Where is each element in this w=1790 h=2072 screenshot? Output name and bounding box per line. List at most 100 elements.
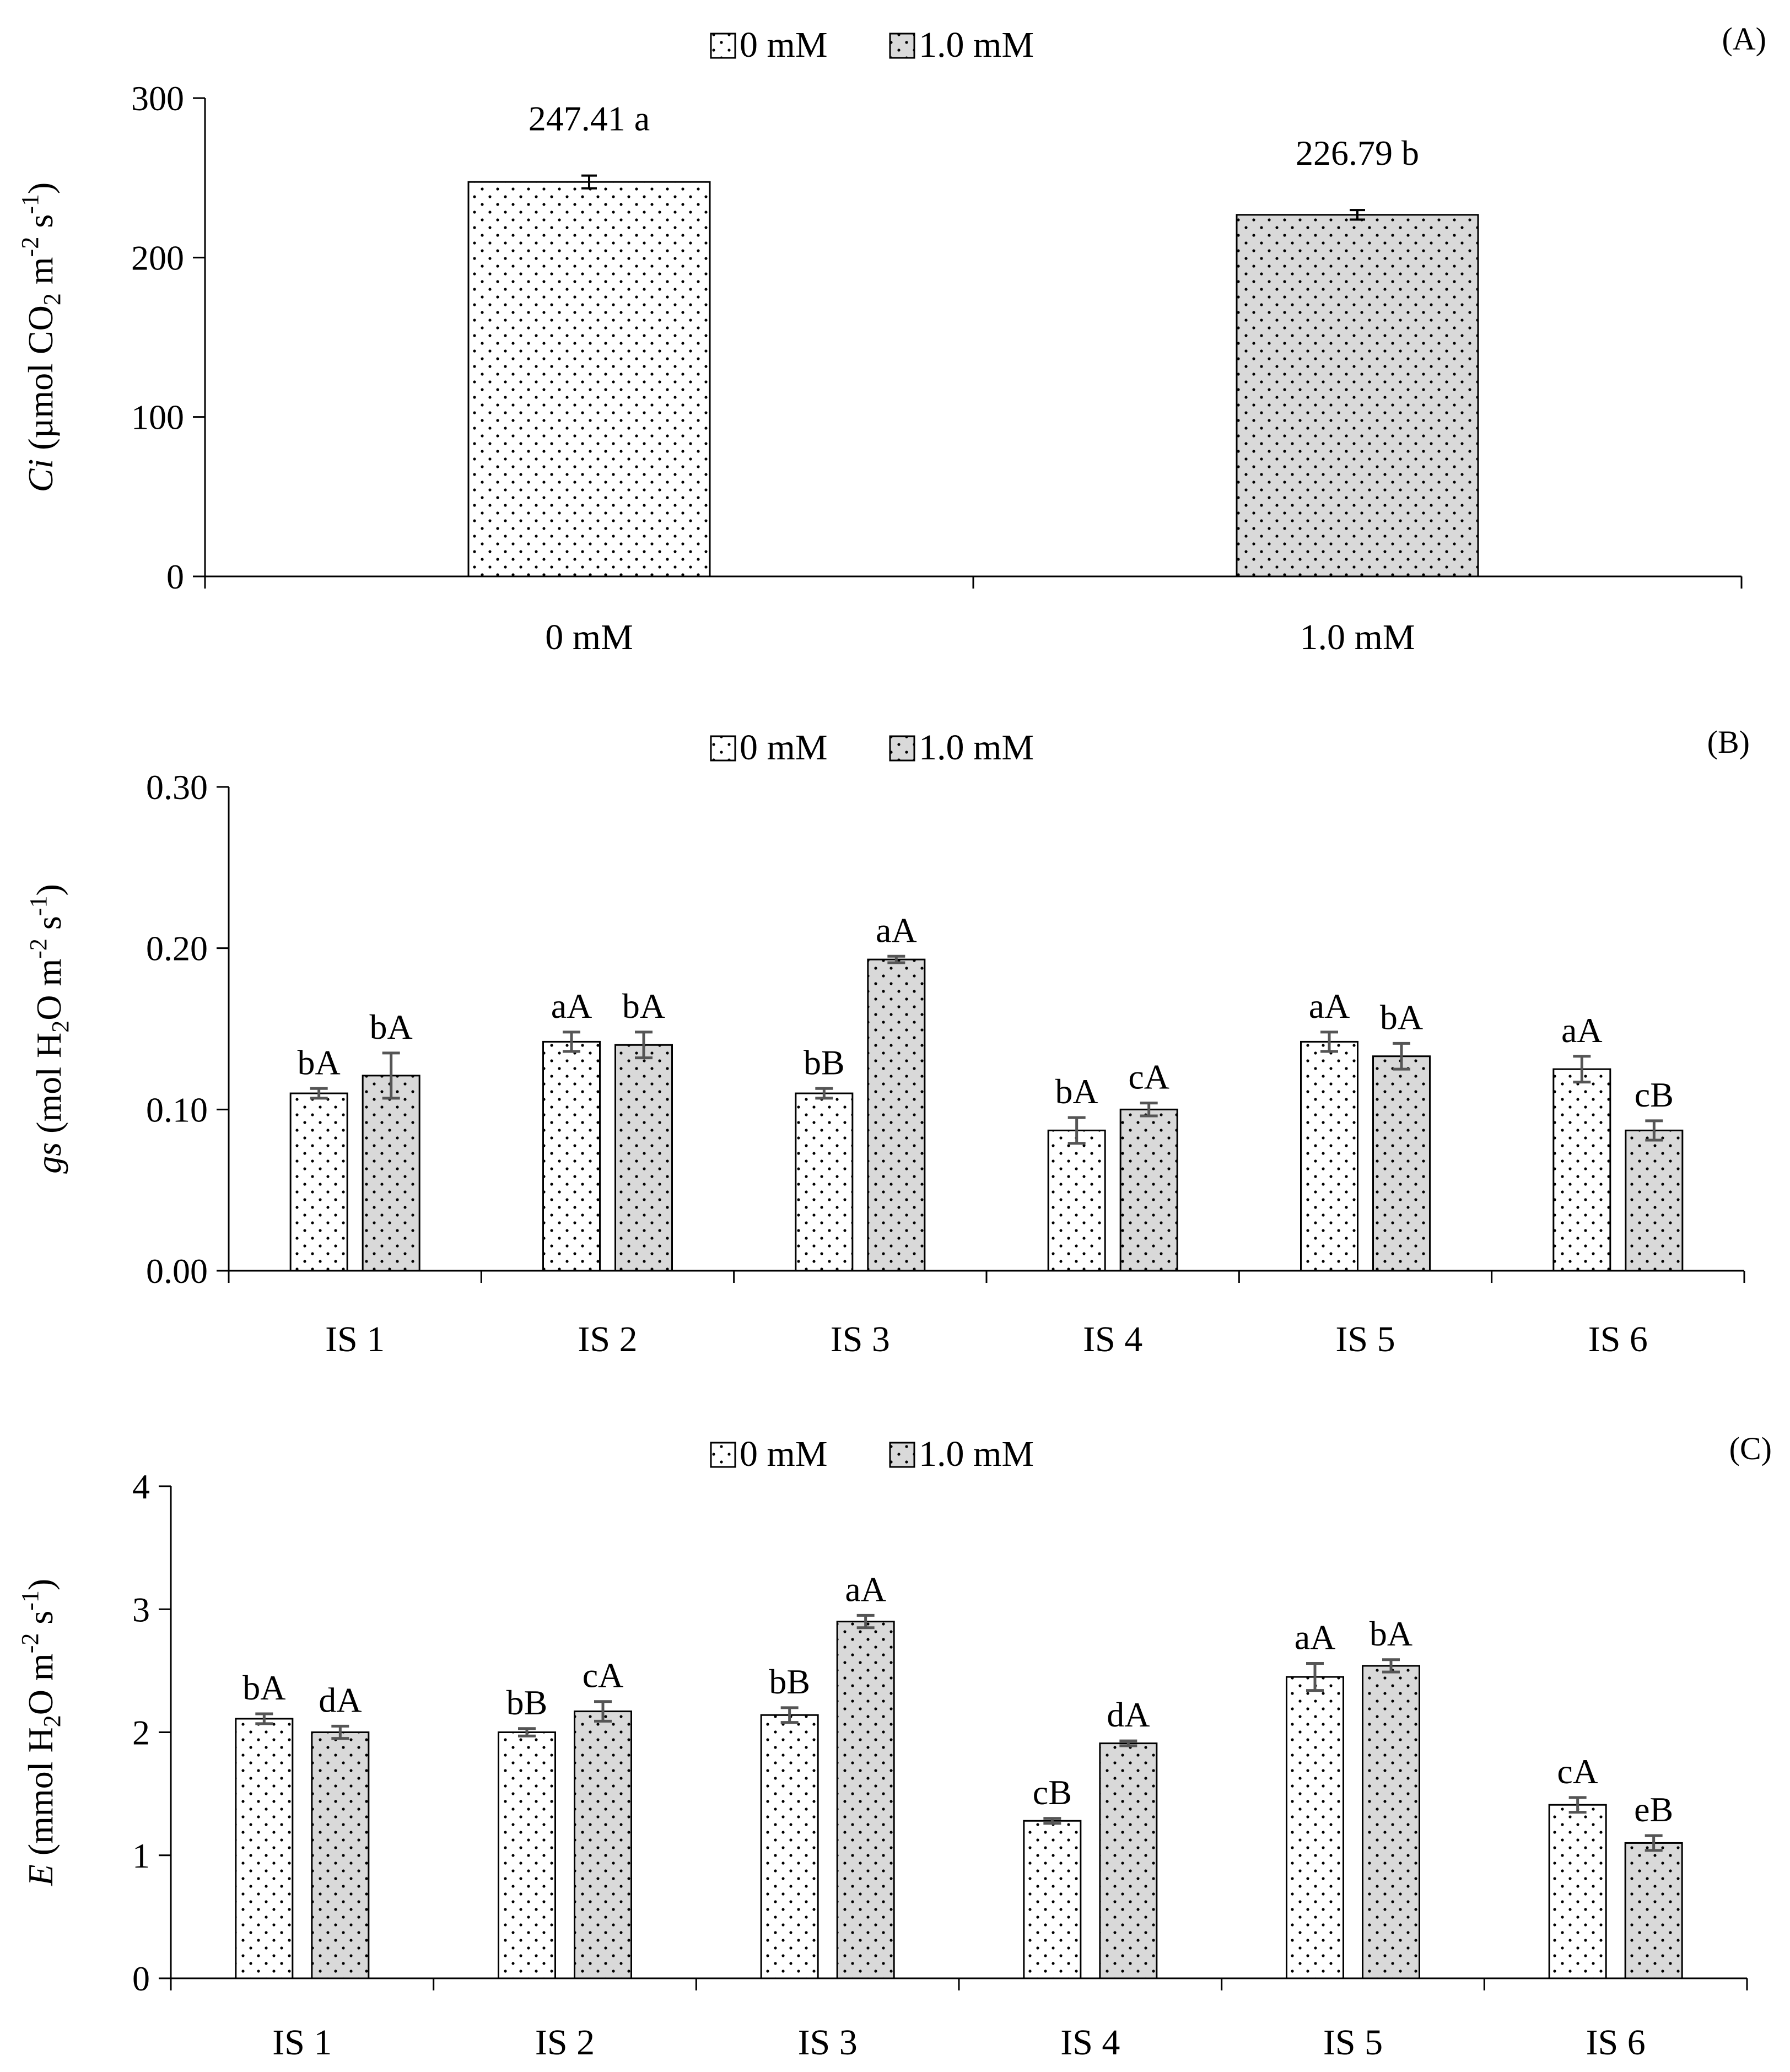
data-label: bA: [242, 1668, 285, 1707]
x-tick-label: 1.0 mM: [1300, 617, 1415, 657]
ylabel-subscript: 2: [47, 1021, 74, 1033]
y-tick-label: 0: [166, 557, 184, 596]
ylabel-superscript: -1: [17, 194, 44, 214]
chart-panel-3: 0 1 2 3 4 IS 1 IS 2 IS 3 IS 4 IS 5 IS 6 bA bB bB cB aA c…: [17, 1431, 1772, 2063]
legend-entry: 0 mM: [710, 1434, 828, 1474]
ylabel-unit-s: s: [29, 916, 68, 938]
error-bar: [1645, 1119, 1663, 1142]
data-label: aA: [876, 910, 917, 949]
legend-label: 0 mM: [740, 727, 828, 768]
legend-label: 0 mM: [740, 1434, 828, 1474]
x-tick-label: IS 4: [1083, 1319, 1142, 1359]
y-tick-label: 0.10: [146, 1090, 208, 1129]
error-bar: [581, 174, 597, 190]
legend-entry: 0 mM: [710, 727, 828, 768]
error-bar: [780, 1706, 799, 1724]
x-tick-label: IS 4: [1060, 2022, 1120, 2063]
y-tick-label: 0.30: [146, 768, 208, 807]
y-tick-label: 1: [132, 1836, 150, 1875]
data-label: cA: [583, 1656, 624, 1695]
data-label: aA: [1561, 1011, 1603, 1050]
y-axis-label: gs (mol H2O m-2 s-1): [25, 884, 74, 1174]
data-label: dA: [1107, 1695, 1150, 1734]
error-bar: [1320, 1030, 1338, 1053]
error-bar: [518, 1727, 536, 1738]
error-bar: [1382, 1658, 1400, 1674]
legend-entry: 1.0 mM: [889, 1434, 1034, 1474]
bar: [614, 1044, 673, 1272]
ylabel-unit: (mmol H: [21, 1727, 60, 1864]
panel-label: (A): [1722, 21, 1766, 57]
bar: [289, 1092, 348, 1272]
x-tick-label: IS 5: [1335, 1319, 1395, 1359]
x-tick-label: IS 6: [1588, 1319, 1648, 1359]
x-tick-label: IS 6: [1586, 2022, 1646, 2063]
error-bar: [563, 1030, 580, 1053]
error-bar: [1043, 1817, 1061, 1825]
ylabel-close: ): [21, 1579, 60, 1590]
data-label: eB: [1634, 1790, 1673, 1829]
bar: [235, 1718, 294, 1979]
error-bar: [310, 1087, 328, 1100]
error-bar: [1573, 1055, 1591, 1084]
bar: [795, 1092, 854, 1272]
ylabel-unit-s: s: [21, 214, 60, 237]
error-bar: [1306, 1661, 1324, 1692]
bar: [1047, 1129, 1106, 1272]
ylabel-unit: (mol H: [29, 1033, 68, 1142]
data-label: cA: [1557, 1752, 1598, 1791]
data-label: bA: [1055, 1072, 1098, 1111]
x-tick-label: IS 2: [578, 1319, 637, 1359]
y-tick-label: 200: [131, 238, 184, 277]
x-tick-label: IS 2: [535, 2022, 595, 2063]
x-tick-label: IS 3: [831, 1319, 890, 1359]
error-bar: [594, 1700, 612, 1723]
error-bar: [382, 1051, 400, 1100]
ylabel-unit: (µmol CO: [21, 305, 60, 459]
bar: [760, 1714, 819, 1979]
bar: [1236, 214, 1479, 578]
x-tick-label: IS 3: [798, 2022, 858, 2063]
data-label: aA: [1295, 1617, 1336, 1656]
ylabel-superscript: -1: [17, 1590, 44, 1611]
y-tick-label: 0.00: [146, 1251, 208, 1291]
data-label: bA: [1370, 1614, 1412, 1653]
ylabel-superscript: -1: [25, 896, 52, 916]
data-label: dA: [319, 1680, 362, 1719]
data-label: bA: [298, 1043, 341, 1082]
data-label: bB: [804, 1043, 845, 1082]
bar: [498, 1731, 556, 1979]
data-label: aA: [1309, 986, 1350, 1026]
x-tick-label: 0 mM: [545, 617, 633, 657]
legend-swatch: [710, 33, 736, 59]
y-tick-label: 300: [131, 79, 184, 118]
error-bar: [1350, 209, 1365, 221]
legend-label: 1.0 mM: [919, 25, 1034, 65]
ylabel-superscript: -2: [17, 237, 44, 257]
ylabel-superscript: -2: [17, 1633, 44, 1654]
error-bar: [635, 1030, 653, 1060]
x-tick-label: IS 5: [1323, 2022, 1383, 2063]
legend-swatch: [710, 1442, 736, 1468]
data-label: cB: [1635, 1075, 1674, 1114]
ylabel-close: ): [29, 884, 68, 895]
data-label: bB: [769, 1662, 810, 1701]
data-label: cB: [1033, 1773, 1072, 1812]
data-label: 226.79 b: [1296, 133, 1419, 172]
panel-label: (C): [1729, 1431, 1772, 1466]
data-label: aA: [845, 1569, 886, 1609]
legend-entry: 1.0 mM: [889, 25, 1034, 65]
ylabel-superscript: -2: [25, 938, 52, 959]
legend-entry: 0 mM: [710, 25, 828, 65]
ylabel-symbol: E: [21, 1864, 60, 1886]
bar: [1624, 1842, 1683, 1979]
error-bar: [255, 1712, 273, 1725]
y-axis-label: Ci (µmol CO2 m-2 s-1): [17, 182, 66, 492]
error-bar: [1393, 1042, 1410, 1071]
error-bar: [1140, 1102, 1158, 1118]
data-label: 247.41 a: [529, 99, 650, 138]
bar: [1548, 1804, 1607, 1979]
legend-label: 0 mM: [740, 25, 828, 65]
legend-swatch: [710, 735, 736, 762]
